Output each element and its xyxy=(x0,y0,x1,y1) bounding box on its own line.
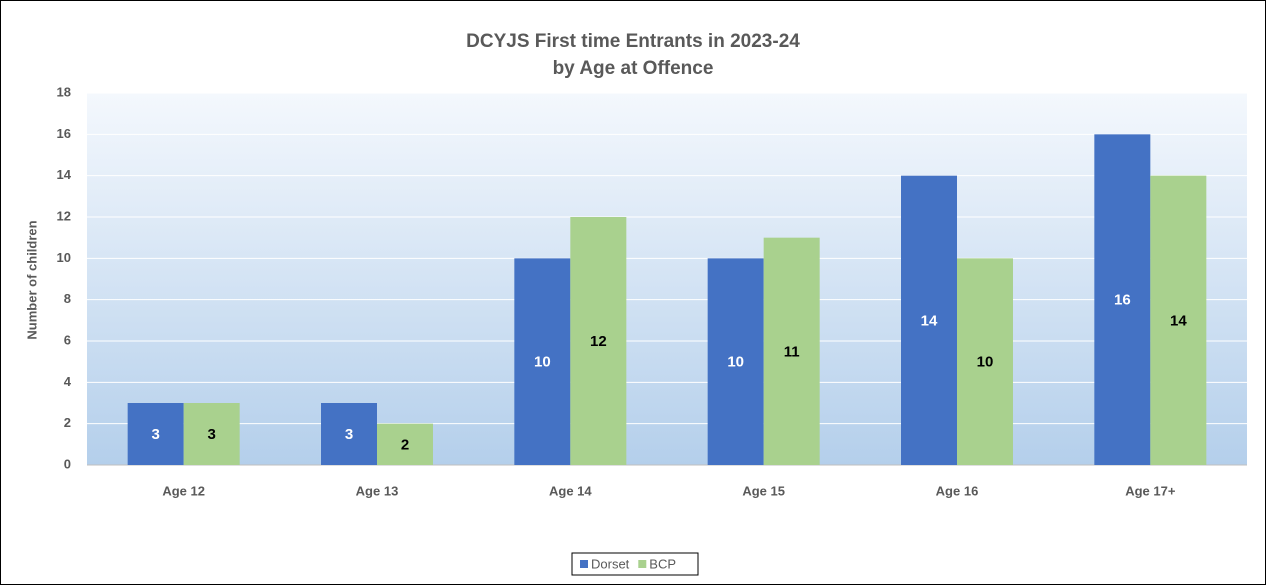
y-tick-label: 8 xyxy=(64,291,71,306)
x-tick-label: Age 15 xyxy=(742,483,785,498)
x-tick-label: Age 13 xyxy=(356,483,399,498)
bar xyxy=(321,403,377,465)
data-label: 16 xyxy=(1114,292,1131,309)
data-label: 14 xyxy=(921,312,938,329)
plot-area xyxy=(87,93,1247,465)
data-label: 10 xyxy=(534,354,551,371)
data-label: 12 xyxy=(590,333,607,350)
bar xyxy=(957,258,1013,465)
y-tick-label: 0 xyxy=(64,456,71,471)
bar xyxy=(763,237,820,465)
y-tick-label: 6 xyxy=(64,332,71,347)
y-tick-label: 2 xyxy=(64,415,71,430)
data-label: 2 xyxy=(401,436,409,453)
bar xyxy=(514,258,571,465)
y-tick-label: 12 xyxy=(57,208,71,223)
bar xyxy=(901,175,957,465)
data-label: 10 xyxy=(977,354,994,371)
bar xyxy=(1150,175,1207,465)
data-label: 3 xyxy=(151,426,159,443)
x-tick-label: Age 12 xyxy=(162,483,205,498)
legend-box xyxy=(571,552,699,576)
y-tick-label: 14 xyxy=(57,167,72,182)
data-label: 11 xyxy=(784,343,800,360)
chart-subtitle: by Age at Offence xyxy=(553,58,714,79)
y-tick-label: 10 xyxy=(57,250,71,265)
y-tick-label: 4 xyxy=(64,374,72,389)
bar xyxy=(127,403,184,465)
x-tick-label: Age 17+ xyxy=(1125,483,1176,498)
bar xyxy=(1094,134,1151,466)
legend-swatch xyxy=(638,560,647,568)
y-axis-label: Number of children xyxy=(24,220,39,339)
data-label: 3 xyxy=(345,426,353,443)
bar xyxy=(377,423,433,465)
data-label: 10 xyxy=(727,354,744,371)
legend-label: Dorset xyxy=(591,556,630,571)
bar xyxy=(707,258,764,465)
y-tick-label: 16 xyxy=(57,126,71,141)
x-tick-label: Age 14 xyxy=(549,483,592,498)
legend-swatch xyxy=(580,560,588,568)
x-tick-label: Age 16 xyxy=(936,483,979,498)
bar xyxy=(570,217,627,465)
chart-title: DCYJS First time Entrants in 2023-24 xyxy=(466,31,800,52)
data-label: 3 xyxy=(207,426,215,443)
bar xyxy=(183,403,240,465)
legend-label: BCP xyxy=(649,556,676,571)
data-label: 14 xyxy=(1170,312,1187,329)
y-tick-label: 18 xyxy=(57,84,71,99)
